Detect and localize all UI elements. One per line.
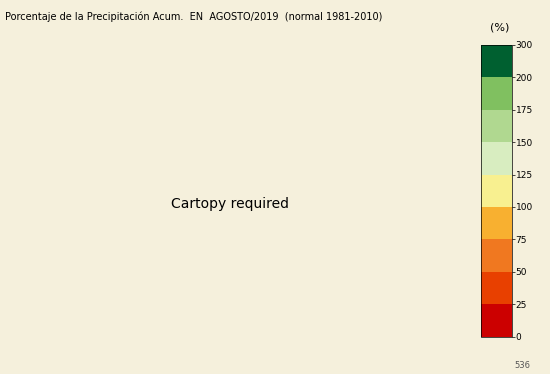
Text: (%): (%) <box>491 22 510 33</box>
Text: Cartopy required: Cartopy required <box>170 197 289 211</box>
Text: Porcentaje de la Precipitación Acum.  EN  AGOSTO/2019  (normal 1981-2010): Porcentaje de la Precipitación Acum. EN … <box>4 12 382 22</box>
Text: 536: 536 <box>515 361 531 370</box>
